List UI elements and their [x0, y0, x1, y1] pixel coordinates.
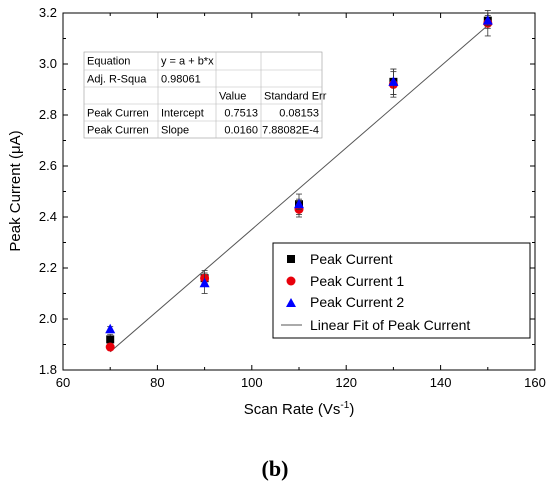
x-axis-title-close: )	[349, 401, 354, 418]
y-axis: 1.8 2.0 2.2 2.4 2.6 2.8 3.0 3.2	[39, 5, 535, 377]
y-axis-title: Peak Current (μA)	[7, 130, 24, 251]
x-tick-label: 120	[335, 375, 357, 390]
y-tick-label: 2.8	[39, 107, 57, 122]
y-tick-label: 2.4	[39, 209, 57, 224]
fit-table-cell: Equation	[87, 56, 130, 68]
data-point-series-3	[199, 277, 210, 288]
fit-parameters-table: Equation y = a + b*x Adj. R-Squa 0.98061 Val…	[83, 51, 327, 139]
fit-table-cell: Peak Curren	[87, 108, 149, 120]
fit-table-cell: 0.7513	[224, 108, 258, 120]
x-tick-label: 160	[524, 375, 546, 390]
data-point-series-3	[294, 198, 304, 209]
y-tick-label: 3.2	[39, 5, 57, 20]
x-axis: 60 80 100 120 140 160	[56, 13, 546, 390]
fit-table-cell: Adj. R-Squa	[87, 74, 147, 86]
legend: Peak Current Peak Current 1 Peak Current…	[272, 242, 531, 339]
fit-table-cell: Value	[219, 91, 246, 103]
data-point-series-3	[482, 15, 493, 25]
legend-label-peak-current-2: Peak Current 2	[310, 294, 404, 310]
linear-fit-line	[109, 25, 489, 353]
data-point-series-3	[388, 76, 399, 86]
data-points	[105, 10, 493, 352]
x-axis-title: Scan Rate (Vs-1)	[244, 400, 355, 418]
y-tick-label: 2.6	[39, 158, 57, 173]
data-point-series-3	[105, 323, 116, 334]
legend-label-peak-current: Peak Current	[310, 251, 393, 267]
fit-table-cell: Intercept	[161, 108, 204, 120]
legend-label-fit: Linear Fit of Peak Current	[310, 317, 470, 333]
y-tick-label: 2.2	[39, 260, 57, 275]
fit-table-cell: Standard Err	[264, 91, 327, 103]
legend-marker-peak-current-2	[286, 298, 296, 307]
fit-table-cell: 0.0160	[224, 125, 258, 137]
legend-box	[272, 242, 531, 339]
fit-table-cell: 7.88082E-4	[262, 125, 319, 137]
x-tick-label: 100	[241, 375, 263, 390]
fit-table-cell: Peak Curren	[87, 125, 149, 137]
x-axis-title-main: Scan Rate (Vs	[244, 401, 341, 418]
x-tick-label: 60	[56, 375, 70, 390]
fit-table-cell: 0.98061	[161, 74, 201, 86]
y-tick-label: 1.8	[39, 362, 57, 377]
x-tick-label: 140	[430, 375, 452, 390]
legend-label-peak-current-1: Peak Current 1	[310, 273, 404, 289]
y-tick-label: 3.0	[39, 56, 57, 71]
y-tick-label: 2.0	[39, 311, 57, 326]
data-point-series-2	[105, 342, 115, 352]
fit-table-cell: 0.08153	[279, 108, 319, 120]
fit-table-cell: y = a + b*x	[161, 56, 214, 68]
x-tick-label: 80	[150, 375, 164, 390]
legend-marker-peak-current-1	[286, 276, 296, 286]
data-point-series-1	[106, 335, 115, 344]
fit-table-box	[83, 51, 323, 139]
x-axis-title-sup: -1	[340, 400, 349, 411]
panel-label: (b)	[262, 456, 289, 481]
legend-marker-peak-current	[287, 255, 295, 263]
fit-table-cell: Slope	[161, 125, 189, 137]
